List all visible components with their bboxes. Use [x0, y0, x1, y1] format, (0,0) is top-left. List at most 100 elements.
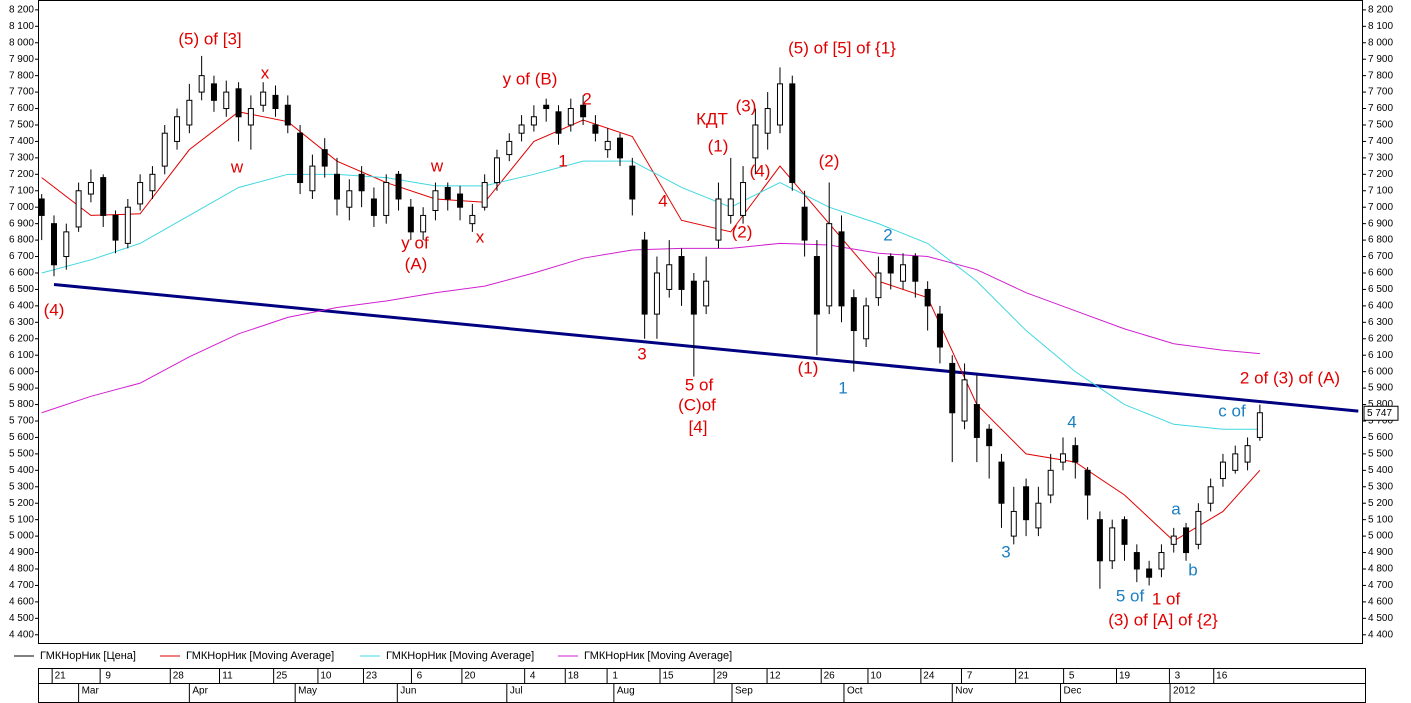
candle-body [260, 91, 267, 106]
month-label: Sep [735, 686, 753, 697]
y2-tick-label: 6 100 [1368, 350, 1393, 361]
candle-body [973, 404, 980, 438]
moving-average-line [41, 111, 1261, 542]
candle-body [887, 256, 894, 274]
y2-tick-label: 6 600 [1368, 268, 1393, 279]
candle-body [580, 104, 587, 118]
candle-body [334, 173, 341, 200]
y2-tick-label: 4 900 [1368, 547, 1393, 558]
y-tick-label: 7 600 [9, 103, 34, 114]
y2-tick-label: 7 000 [1368, 202, 1393, 213]
trendline [53, 283, 1359, 413]
wave-annotation: 3 [1001, 542, 1010, 561]
y2-tick-label: 6 800 [1368, 235, 1393, 246]
candle-body [186, 99, 193, 126]
wave-annotation: 5 of [685, 375, 714, 394]
x-tick-label: 20 [464, 671, 476, 682]
candle-body [383, 182, 390, 216]
y-tick-label: 5 400 [9, 465, 34, 476]
candle-body [518, 124, 525, 134]
candle-body [678, 256, 685, 290]
x-tick-label: 28 [173, 671, 185, 682]
y2-tick-label: 5 300 [1368, 481, 1393, 492]
x-tick-label: 15 [662, 671, 674, 682]
x-tick-label: 25 [276, 671, 288, 682]
candle-body [1244, 445, 1251, 463]
x-tick-label: 23 [366, 671, 378, 682]
wave-annotation: 1 [558, 151, 567, 170]
y-tick-label: 5 200 [9, 498, 34, 509]
candle-body [653, 272, 660, 315]
candle-body [1121, 519, 1128, 545]
wave-annotation: [4] [689, 417, 708, 436]
candle-body [1010, 510, 1017, 537]
candle-body [1047, 469, 1054, 496]
moving-average-line [41, 242, 1260, 414]
y2-tick-label: 6 400 [1368, 301, 1393, 312]
last-price-label: 5 747 [1367, 408, 1392, 419]
y2-tick-label: 8 200 [1368, 5, 1393, 16]
wave-annotation: 2 of (3) of (A) [1240, 368, 1340, 387]
candle-body [100, 177, 107, 216]
month-label: Jun [400, 686, 416, 697]
y2-tick-label: 5 400 [1368, 465, 1393, 476]
candle-body [875, 272, 882, 299]
candle-body [457, 193, 464, 208]
candle-body [567, 108, 574, 126]
candle-body [87, 182, 94, 195]
candle-body [555, 111, 562, 134]
y2-tick-label: 5 000 [1368, 531, 1393, 542]
y-tick-label: 4 900 [9, 547, 34, 558]
wave-annotation: (1) [798, 358, 819, 377]
candle-body [358, 173, 365, 192]
x-tick-label: 26 [824, 671, 836, 682]
y-tick-label: 4 800 [9, 564, 34, 575]
y2-tick-label: 4 800 [1368, 564, 1393, 575]
y-tick-label: 4 500 [9, 613, 34, 624]
y-tick-label: 6 800 [9, 235, 34, 246]
y-tick-label: 7 100 [9, 185, 34, 196]
y2-tick-label: 7 900 [1368, 54, 1393, 65]
candle-body [703, 280, 710, 307]
wave-annotation: (2) [732, 222, 753, 241]
candle-body [789, 83, 796, 184]
y-tick-label: 7 500 [9, 120, 34, 131]
wave-annotation: (3) [736, 96, 757, 115]
candle-body [63, 231, 70, 258]
y-tick-label: 5 700 [9, 416, 34, 427]
wave-annotation: 5 of [1116, 586, 1145, 605]
x-tick-label: 29 [717, 671, 729, 682]
candle-body [629, 165, 636, 200]
y-tick-label: 7 700 [9, 87, 34, 98]
candle-body [1084, 469, 1091, 496]
y-tick-label: 5 900 [9, 383, 34, 394]
candle-body [247, 108, 254, 126]
x-tick-label: 21 [55, 671, 67, 682]
candle-body [272, 94, 279, 110]
wave-annotation: (C)of [678, 395, 716, 414]
y2-tick-label: 5 600 [1368, 432, 1393, 443]
candle-body [198, 75, 205, 93]
wave-annotation: (A) [405, 254, 428, 273]
wave-annotation: x [261, 63, 270, 82]
y2-tick-label: 7 200 [1368, 169, 1393, 180]
month-label: Jul [510, 686, 523, 697]
wave-annotation: c of [1218, 401, 1246, 420]
y2-tick-label: 8 000 [1368, 37, 1393, 48]
candle-body [50, 223, 57, 266]
x-tick-label: 18 [568, 671, 580, 682]
y-tick-label: 6 000 [9, 366, 34, 377]
y-tick-label: 4 400 [9, 629, 34, 640]
month-label: Nov [955, 686, 973, 697]
candle-body [641, 239, 648, 315]
month-label: Dec [1064, 686, 1082, 697]
y2-tick-label: 7 400 [1368, 136, 1393, 147]
wave-annotation: w [430, 156, 444, 175]
legend-label: ГМКНорНик [Moving Average] [584, 650, 732, 662]
wave-annotation: (5) of [5] of {1} [788, 38, 896, 57]
y2-tick-label: 6 000 [1368, 366, 1393, 377]
y-tick-label: 5 000 [9, 531, 34, 542]
wave-annotation: 2 [582, 89, 591, 108]
wave-annotation: w [230, 157, 244, 176]
wave-annotation: (1) [708, 136, 729, 155]
